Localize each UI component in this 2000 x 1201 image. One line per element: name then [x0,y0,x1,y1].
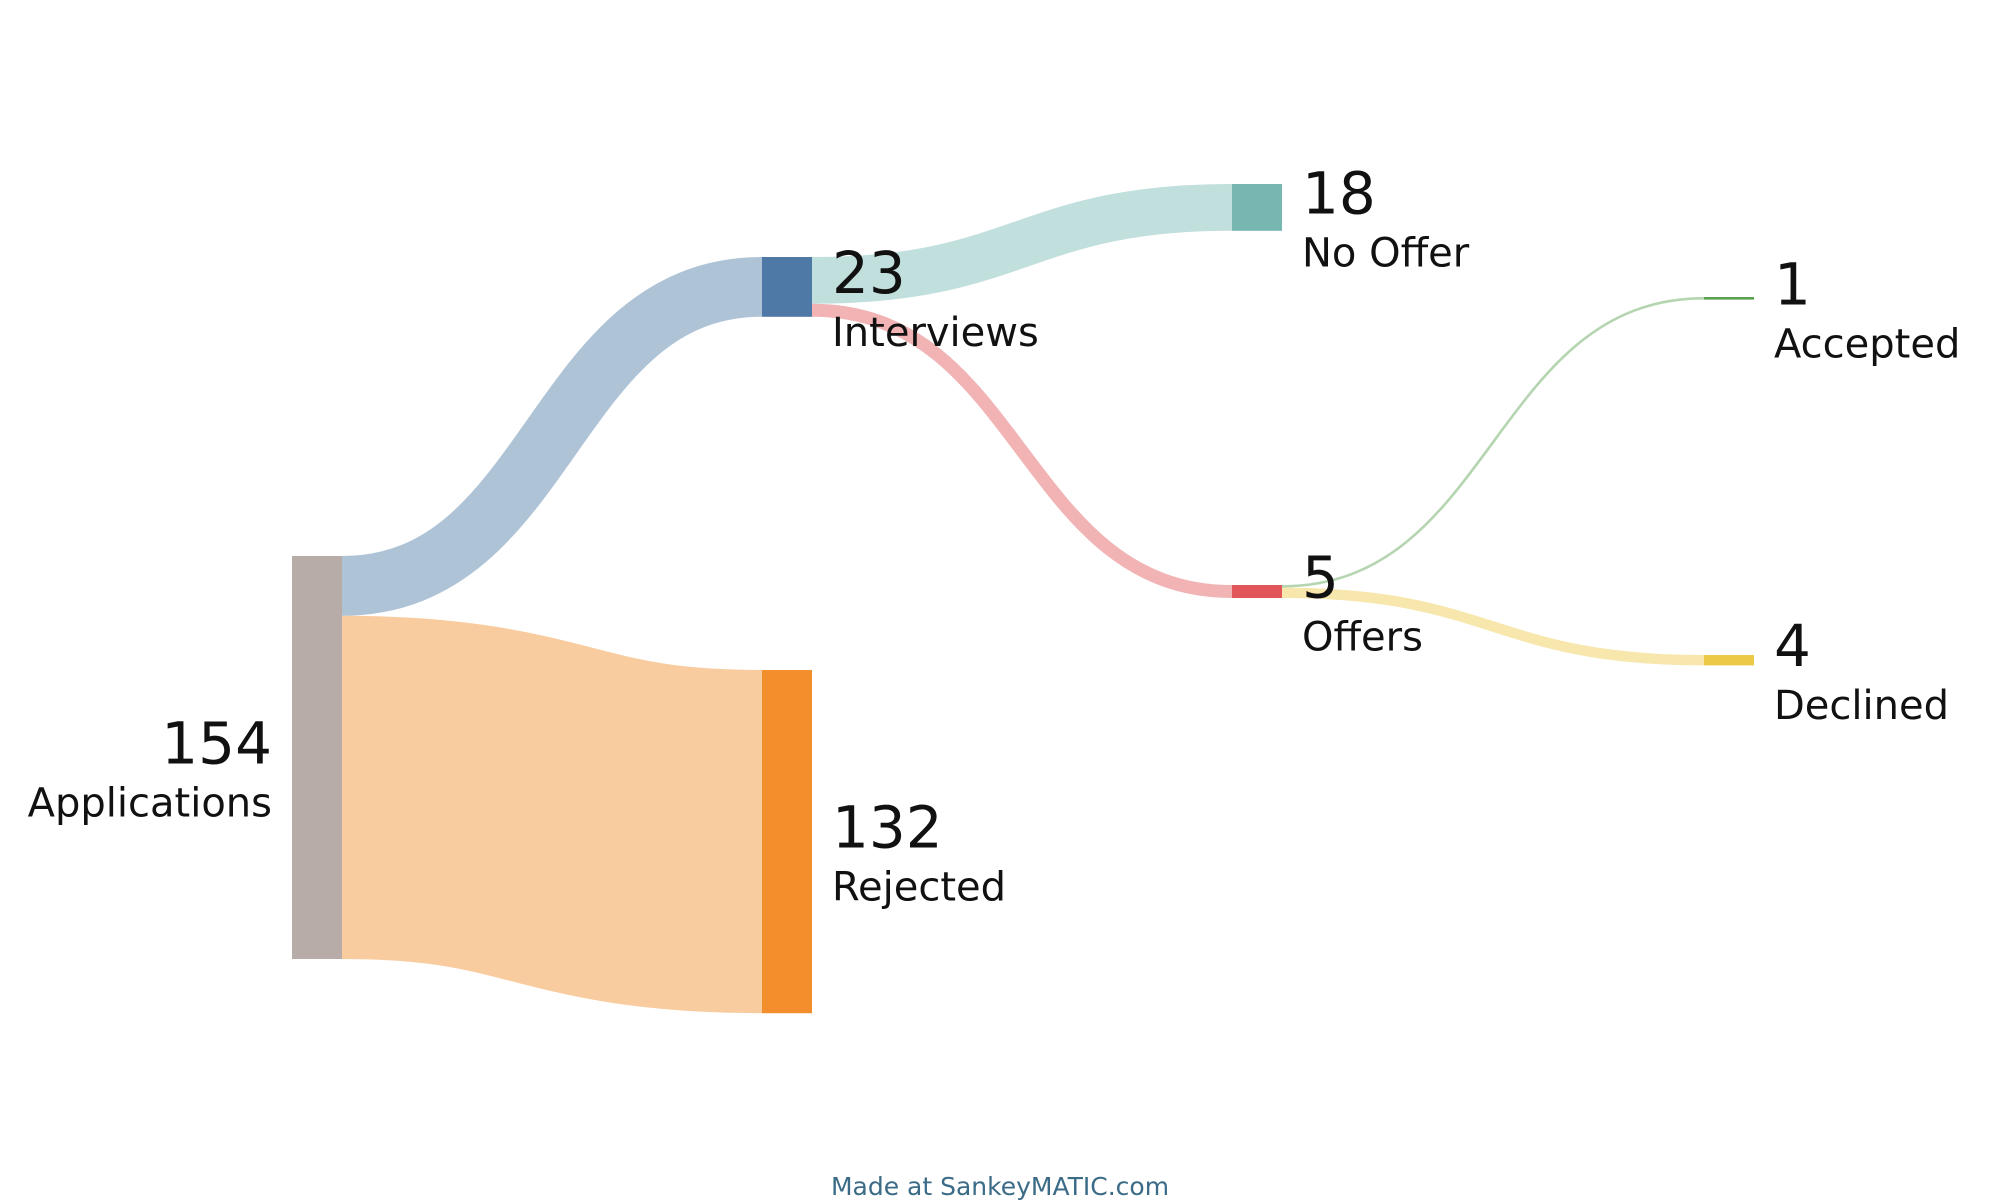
node-offers [1232,585,1282,598]
node-applications [292,556,342,959]
link-applications-to-interviews [340,257,764,616]
node-accepted [1704,297,1754,300]
node-no-offer [1232,184,1282,231]
node-label-applications: Applications [28,781,272,827]
sankey-links [340,184,1705,1014]
node-value-rejected: 132 [832,794,943,862]
node-label-declined: Declined [1774,683,1949,729]
link-interviews-to-offers [811,303,1233,598]
link-offers-to-declined [1281,587,1705,666]
node-label-interviews: Interviews [832,310,1039,356]
node-value-interviews: 23 [832,239,906,307]
link-offers-to-accepted [1281,297,1705,588]
sankey-nodes [292,184,1754,1014]
node-value-applications: 154 [161,710,272,778]
node-interviews [762,257,812,317]
link-applications-to-rejected [340,615,764,1014]
node-declined [1704,655,1754,666]
sankey-labels: 154Applications23Interviews132Rejected18… [28,159,1961,910]
link-interviews-to-no_offer [811,184,1233,304]
node-label-offers: Offers [1302,615,1423,661]
node-label-accepted: Accepted [1774,321,1960,367]
node-value-offers: 5 [1302,544,1339,612]
node-value-declined: 4 [1774,612,1811,680]
node-value-no-offer: 18 [1302,159,1376,227]
node-rejected [762,670,812,1014]
node-label-rejected: Rejected [832,865,1006,911]
sankeymatic-credit[interactable]: Made at SankeyMATIC.com [830,1172,1170,1201]
node-value-accepted: 1 [1774,250,1811,318]
node-label-no-offer: No Offer [1302,230,1470,276]
